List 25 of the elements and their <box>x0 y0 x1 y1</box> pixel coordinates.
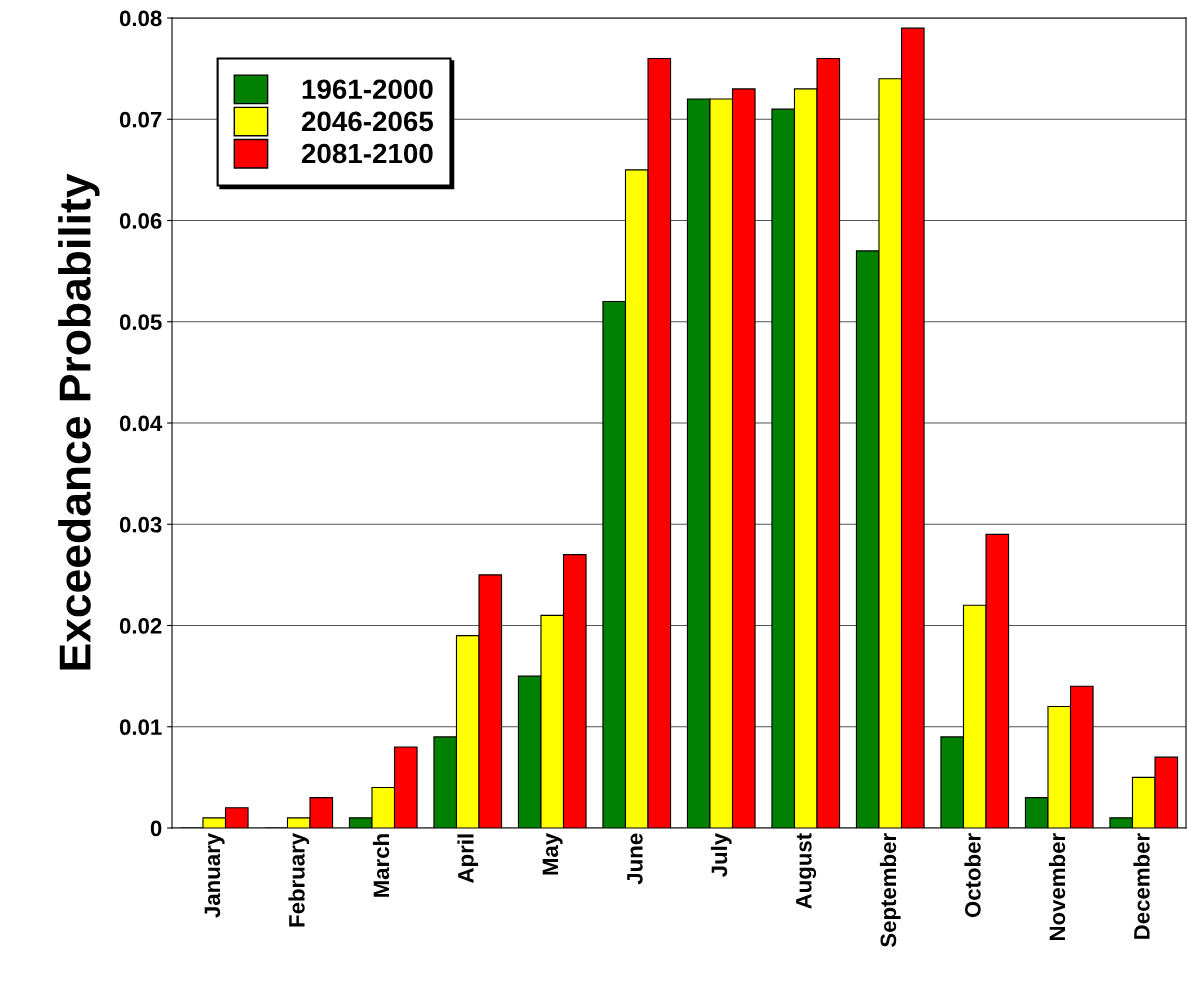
y-tick-label: 0.01 <box>119 719 162 736</box>
y-tick-label: 0.04 <box>119 415 163 432</box>
x-tick-label: February <box>288 832 310 927</box>
x-tick-label: July <box>710 832 732 877</box>
x-tick-label: January <box>204 832 225 918</box>
x-tick-label: June <box>627 833 643 885</box>
x-tick-label: May <box>542 832 563 875</box>
x-tick-label: December <box>1133 833 1150 939</box>
y-tick-label: 0.03 <box>119 516 162 533</box>
y-tick-label: 0.06 <box>119 213 162 229</box>
y-tick-label: 0.05 <box>119 314 162 331</box>
x-tick-label: October <box>964 833 981 918</box>
x-tick-label: April <box>457 834 479 883</box>
y-tick-label: 0 <box>150 820 162 837</box>
x-tick-label: August <box>796 833 817 909</box>
x-tick-label: September <box>879 833 901 948</box>
legend-label: 2046-2065 <box>301 111 434 132</box>
legend-label: 2081-2100 <box>301 143 433 164</box>
y-tick-label: 0.02 <box>119 618 162 634</box>
y-tick-label: 0.08 <box>119 10 162 27</box>
y-axis-title: Exceedance Probability <box>58 173 100 670</box>
legend-label: 1961-2000 <box>302 79 433 100</box>
x-tick-label: November <box>1048 833 1066 941</box>
y-tick-label: 0.07 <box>119 111 162 128</box>
x-tick-label: March <box>372 834 390 897</box>
